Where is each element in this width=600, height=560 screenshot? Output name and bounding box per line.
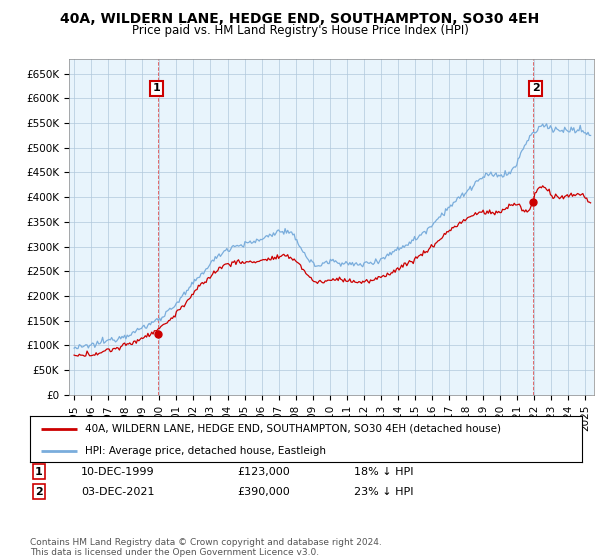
Text: 40A, WILDERN LANE, HEDGE END, SOUTHAMPTON, SO30 4EH: 40A, WILDERN LANE, HEDGE END, SOUTHAMPTO… [61, 12, 539, 26]
Text: Contains HM Land Registry data © Crown copyright and database right 2024.
This d: Contains HM Land Registry data © Crown c… [30, 538, 382, 557]
Text: 40A, WILDERN LANE, HEDGE END, SOUTHAMPTON, SO30 4EH (detached house): 40A, WILDERN LANE, HEDGE END, SOUTHAMPTO… [85, 424, 501, 434]
Text: Price paid vs. HM Land Registry's House Price Index (HPI): Price paid vs. HM Land Registry's House … [131, 24, 469, 37]
Text: 1: 1 [152, 83, 160, 94]
Text: 03-DEC-2021: 03-DEC-2021 [81, 487, 155, 497]
Text: 18% ↓ HPI: 18% ↓ HPI [354, 466, 413, 477]
Text: £123,000: £123,000 [237, 466, 290, 477]
Text: 2: 2 [532, 83, 539, 94]
Text: 23% ↓ HPI: 23% ↓ HPI [354, 487, 413, 497]
Text: £390,000: £390,000 [237, 487, 290, 497]
Text: 2: 2 [35, 487, 43, 497]
Text: 1: 1 [35, 466, 43, 477]
Text: 10-DEC-1999: 10-DEC-1999 [81, 466, 155, 477]
Text: HPI: Average price, detached house, Eastleigh: HPI: Average price, detached house, East… [85, 446, 326, 455]
